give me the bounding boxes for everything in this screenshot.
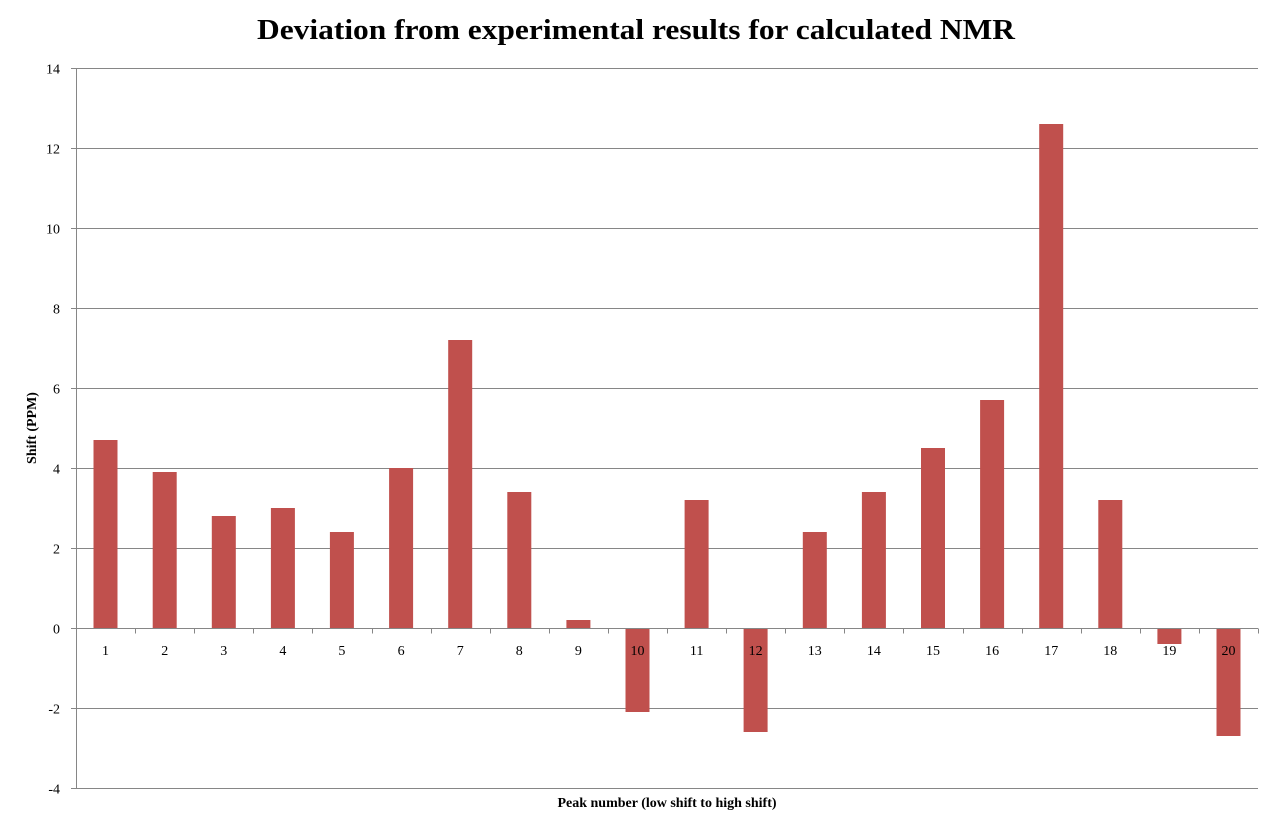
x-tick-label: 2 bbox=[161, 644, 168, 659]
y-tick-label: 6 bbox=[53, 383, 60, 398]
bar bbox=[980, 400, 1005, 628]
y-tick-label: 2 bbox=[53, 543, 60, 558]
x-tick-label: 3 bbox=[220, 644, 227, 659]
y-tick-label: 4 bbox=[53, 463, 60, 478]
bar bbox=[152, 472, 177, 628]
x-tick-label: 16 bbox=[985, 644, 999, 659]
bar bbox=[507, 492, 532, 628]
bar bbox=[448, 340, 473, 628]
y-tick-label: -2 bbox=[48, 703, 60, 718]
x-tick-label: 13 bbox=[808, 644, 822, 659]
y-tick-label: 0 bbox=[53, 623, 60, 638]
x-tick-label: 20 bbox=[1222, 644, 1236, 659]
x-tick-label: 1 bbox=[102, 644, 109, 659]
bar bbox=[329, 532, 354, 628]
x-tick-label: 12 bbox=[749, 644, 763, 659]
x-tick-labels: 1 2 3 4 5 6 7 8 9 10 11 12 13 14 15 16 17 18 19 20 bbox=[102, 644, 1236, 659]
bar bbox=[802, 532, 827, 628]
x-tick-label: 7 bbox=[457, 644, 464, 659]
bars bbox=[93, 124, 1241, 736]
x-tick-label: 8 bbox=[516, 644, 523, 659]
bar bbox=[270, 508, 295, 628]
y-tick-label: 10 bbox=[46, 223, 60, 238]
gridlines bbox=[71, 68, 1258, 789]
x-tick-label: 14 bbox=[867, 644, 881, 659]
x-tick-label: 18 bbox=[1103, 644, 1117, 659]
x-tick-label: 6 bbox=[398, 644, 405, 659]
bar bbox=[921, 448, 945, 628]
bar bbox=[1039, 124, 1064, 628]
bar bbox=[861, 492, 886, 628]
axes bbox=[76, 68, 1259, 788]
y-tick-labels: -4 -2 0 2 4 6 8 10 12 14 bbox=[46, 63, 60, 798]
bar bbox=[743, 628, 768, 732]
x-tick-label: 10 bbox=[631, 644, 645, 659]
x-tick-label: 4 bbox=[279, 644, 286, 659]
x-tick-label: 17 bbox=[1044, 644, 1058, 659]
bar bbox=[211, 516, 236, 628]
y-tick-label: 12 bbox=[46, 143, 60, 158]
bar bbox=[625, 628, 650, 712]
x-tick-label: 11 bbox=[690, 644, 703, 659]
bar bbox=[93, 440, 118, 628]
x-tick-label: 9 bbox=[575, 644, 582, 659]
bar bbox=[566, 620, 591, 628]
x-tick-label: 19 bbox=[1162, 644, 1176, 659]
y-axis-label: Shift (PPM) bbox=[25, 392, 40, 464]
x-tick-label: 15 bbox=[926, 644, 940, 659]
bar bbox=[389, 468, 414, 628]
bar bbox=[1157, 628, 1182, 644]
x-tick-label: 5 bbox=[338, 644, 345, 659]
y-tick-label: 14 bbox=[46, 63, 60, 78]
x-axis-label: Peak number (low shift to high shift) bbox=[557, 796, 776, 811]
y-tick-label: -4 bbox=[48, 783, 60, 798]
bar bbox=[1098, 500, 1123, 628]
bar bbox=[684, 500, 709, 628]
bar bbox=[1216, 628, 1241, 736]
y-tick-label: 8 bbox=[53, 303, 60, 318]
chart-title: Deviation from experimental results for … bbox=[257, 14, 1016, 46]
